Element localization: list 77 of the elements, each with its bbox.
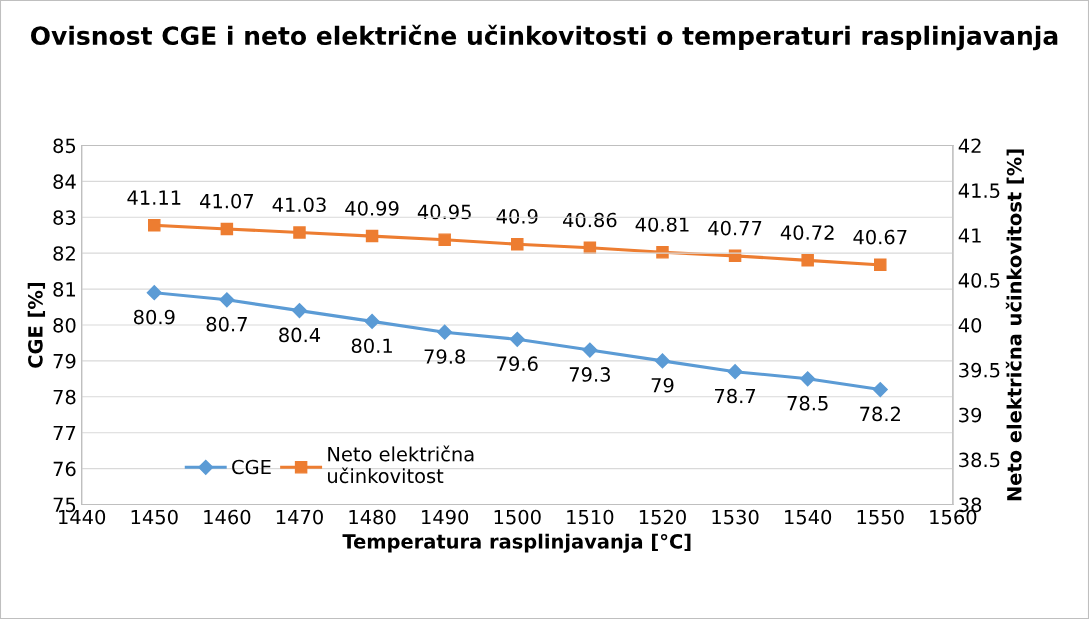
data-label: 40.81 [635, 217, 689, 232]
y2-axis-title: Neto električna učinkovitost [%] [1005, 149, 1024, 501]
point [148, 219, 161, 232]
x-tick-label: 1470 [276, 509, 323, 525]
y2-tick-label: 39.5 [959, 362, 1000, 378]
point [800, 371, 816, 387]
data-label: 41.11 [127, 190, 181, 205]
point [437, 324, 453, 340]
data-label: 41.03 [272, 197, 326, 213]
y-tick-label: 84 [53, 174, 76, 190]
data-label: 79.6 [497, 356, 538, 372]
point [656, 246, 669, 259]
point [365, 229, 379, 243]
y2-tick-label: 40.5 [958, 273, 1000, 288]
data-label: 41.07 [199, 193, 254, 209]
y2-tick-label: 39 [959, 407, 982, 423]
point [293, 226, 306, 239]
point [874, 258, 887, 272]
y2-tick-label: 42 [958, 138, 981, 153]
y-tick-label: 76 [53, 461, 76, 477]
y-tick-label: 81 [53, 282, 76, 297]
x-axis-title: Temperatura rasplinjavanja [°C] [342, 533, 691, 553]
point [872, 382, 888, 398]
x-tick-label: 1530 [712, 509, 759, 525]
x-tick-label: 1510 [567, 509, 614, 525]
y-tick-label: 79 [53, 353, 76, 369]
y2-tick-label: 41.5 [958, 183, 1000, 199]
point [509, 331, 525, 347]
data-label: 78.7 [715, 388, 756, 404]
y-tick-label: 83 [53, 210, 76, 225]
point [727, 364, 743, 380]
legend-label: CGE [232, 459, 271, 475]
data-label: 80.1 [351, 338, 392, 354]
data-label: 80.4 [279, 327, 321, 343]
data-label: 40.9 [496, 209, 538, 224]
data-label: 40.67 [853, 229, 907, 245]
data-label: 40.72 [780, 225, 834, 240]
point [146, 285, 162, 301]
point [801, 254, 814, 267]
x-tick-label: 1450 [131, 509, 178, 525]
chart-title: Ovisnost CGE i neto električne učinkovitosti o temperaturi rasplinjavanja [31, 24, 1058, 51]
y-tick-label: 85 [53, 138, 76, 154]
point [220, 222, 234, 236]
x-tick-label: 1500 [494, 509, 541, 525]
y-tick-label: 82 [53, 246, 75, 261]
data-label: 78.5 [787, 395, 828, 411]
point [511, 237, 524, 251]
point [438, 233, 451, 246]
data-label: 40.95 [417, 204, 471, 220]
y-tick-label: 77 [53, 425, 76, 441]
point [654, 353, 671, 369]
data-label: 80.9 [133, 309, 175, 325]
data-label: 79.8 [424, 349, 465, 364]
data-label: 80.7 [206, 316, 247, 332]
data-label: 79.3 [569, 367, 610, 382]
data-label: 40.99 [345, 200, 399, 216]
y-tick-label: 78 [53, 389, 76, 405]
x-tick-label: 1550 [857, 509, 904, 525]
point [582, 342, 598, 358]
point [219, 292, 235, 308]
y-axis-title: CGE [%] [27, 282, 46, 368]
x-tick-label: 1490 [422, 509, 469, 525]
legend-label: Neto električna učinkovitost [328, 445, 474, 484]
data-label: 40.77 [708, 220, 762, 236]
y2-tick-label: 40 [958, 317, 982, 333]
point [291, 303, 308, 319]
x-tick-label: 1460 [204, 509, 251, 525]
data-label: 40.86 [562, 212, 617, 228]
point [364, 313, 380, 329]
y2-tick-label: 38.5 [959, 452, 1000, 468]
data-label: 78.2 [860, 406, 900, 422]
x-tick-label: 1520 [639, 509, 686, 525]
data-label: 79 [651, 377, 674, 393]
x-tick-label: 1480 [349, 509, 396, 525]
y2-tick-label: 41 [958, 228, 981, 243]
y-tick-label: 80 [53, 317, 76, 333]
x-tick-label: 1540 [785, 509, 832, 525]
